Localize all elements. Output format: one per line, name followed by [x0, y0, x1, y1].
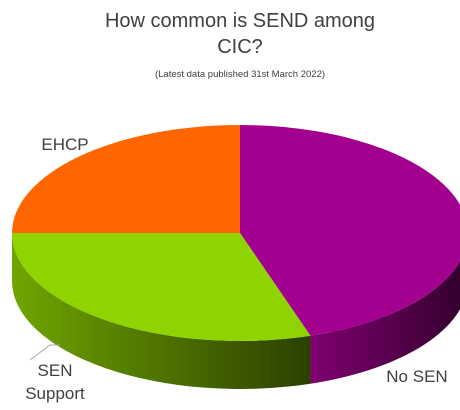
- chart-title: How common is SEND among CIC?: [104, 10, 376, 58]
- leader-lines: [29, 344, 60, 361]
- pie-slice-sen-support: [12, 233, 311, 342]
- pie-side-no-sen: [310, 261, 460, 384]
- leader-line-sen-support: [29, 344, 60, 361]
- slice-labels: No SEN SEN Support EHCP: [25, 135, 447, 403]
- label-no-sen: No SEN: [386, 367, 447, 386]
- pie-slice-ehcp: [12, 125, 240, 233]
- pie-sides: [12, 233, 460, 389]
- pie-side-sen-support: [12, 233, 311, 389]
- label-ehcp: EHCP: [41, 135, 88, 154]
- pie-slice-no-sen: [240, 125, 460, 336]
- pie-tops: [12, 125, 460, 342]
- label-sen-support: SEN Support: [25, 361, 85, 403]
- chart-subtitle: (Latest data published 31st March 2022): [154, 69, 326, 80]
